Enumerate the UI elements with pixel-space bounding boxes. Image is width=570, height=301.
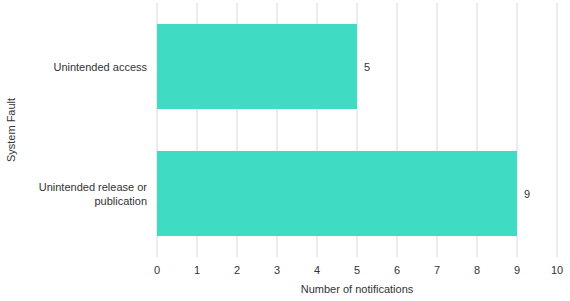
tick-label: 0 bbox=[154, 264, 160, 276]
chart: 0 1 2 3 4 5 6 7 8 9 10 5 9 Unintended access Unintende… bbox=[0, 0, 570, 301]
data-label: 5 bbox=[364, 61, 370, 73]
tick-label: 5 bbox=[354, 264, 360, 276]
tick-label: 1 bbox=[194, 264, 200, 276]
tick-label: 8 bbox=[474, 264, 480, 276]
y-axis-title: System Fault bbox=[5, 98, 17, 162]
category-label: Unintended release or publication bbox=[39, 181, 148, 207]
tick-label: 9 bbox=[514, 264, 520, 276]
tick-label: 10 bbox=[551, 264, 563, 276]
bar bbox=[157, 151, 517, 236]
tick-label: 2 bbox=[234, 264, 240, 276]
grid-line bbox=[557, 3, 558, 257]
tick-label: 3 bbox=[274, 264, 280, 276]
x-axis-title: Number of notifications bbox=[301, 283, 414, 295]
tick-label: 6 bbox=[394, 264, 400, 276]
data-label: 9 bbox=[524, 188, 530, 200]
category-label-line: Unintended access bbox=[53, 61, 147, 73]
grid bbox=[157, 3, 557, 257]
category-label-line: Unintended release or bbox=[39, 181, 148, 193]
category-label-line: publication bbox=[94, 195, 147, 207]
tick-label: 7 bbox=[434, 264, 440, 276]
bars bbox=[157, 24, 517, 236]
category-label: Unintended access bbox=[53, 61, 147, 73]
bar bbox=[157, 24, 357, 109]
tick-label: 4 bbox=[314, 264, 320, 276]
